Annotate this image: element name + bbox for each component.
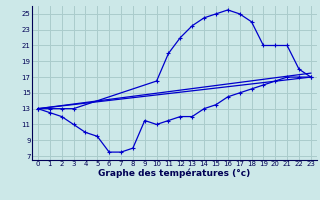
X-axis label: Graphe des températures (°c): Graphe des températures (°c): [98, 169, 251, 178]
